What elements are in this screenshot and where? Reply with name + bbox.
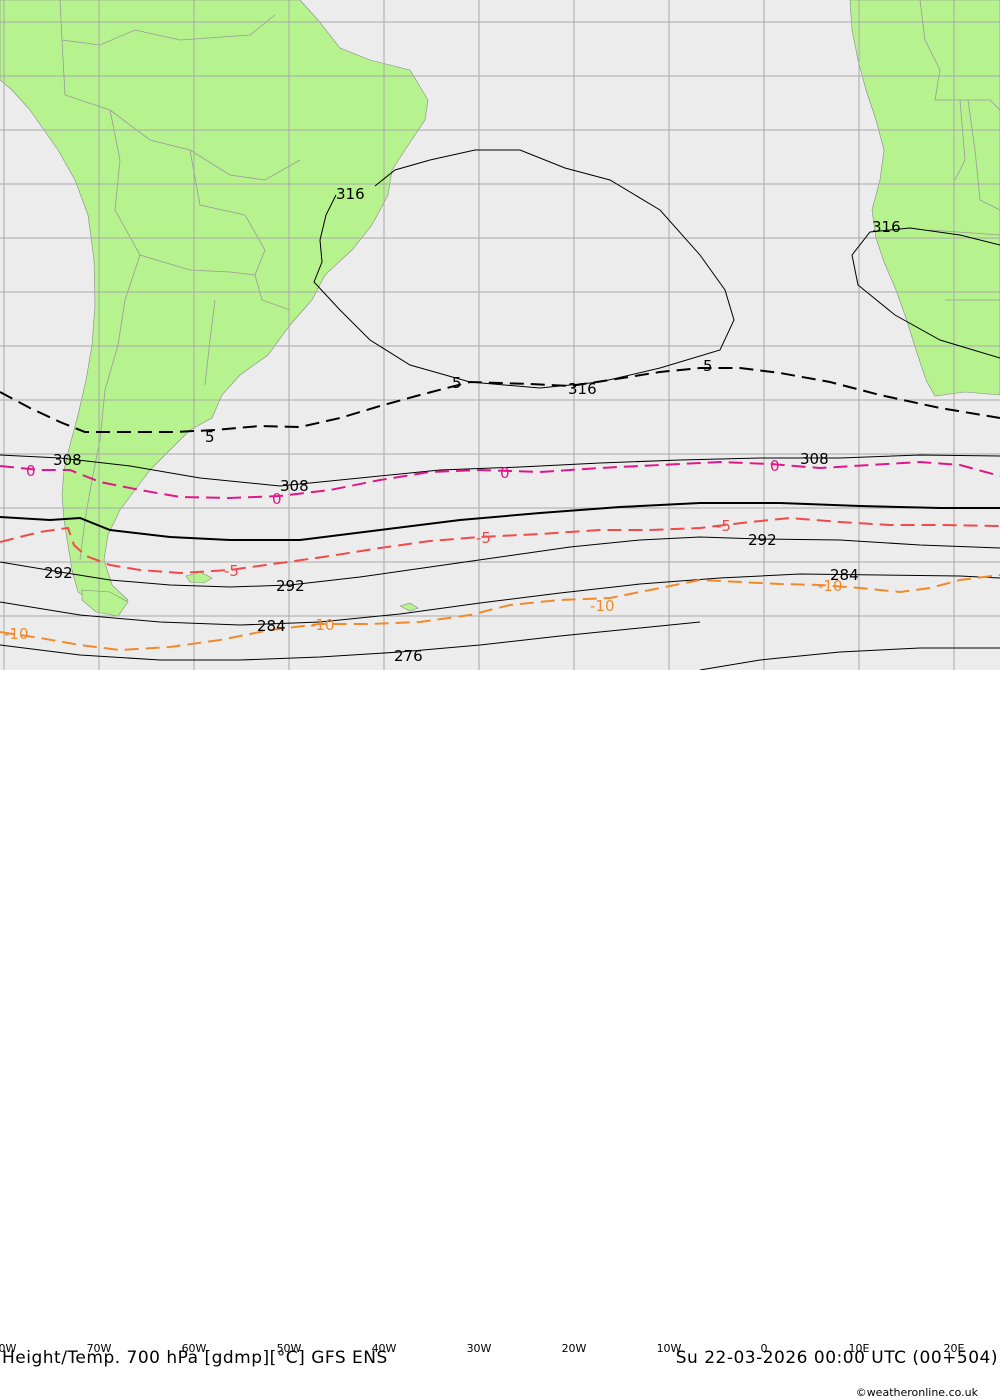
- label-tm10-center: -10: [590, 597, 615, 615]
- footer: 80W 70W 60W 50W 40W 30W 20W 10W 0 10E 20…: [0, 670, 1000, 1399]
- label-284-mid: 284: [257, 617, 286, 635]
- south-georgia: [399, 602, 419, 612]
- label-t0-mid: 0: [272, 490, 282, 508]
- label-t5-mid: 5: [452, 374, 462, 392]
- label-t5-east: 5: [703, 357, 713, 375]
- label-tm5-west: -5: [224, 562, 239, 580]
- label-308-mid: 308: [280, 477, 309, 495]
- label-292-east: 292: [748, 531, 777, 549]
- temperature-labels: 5 5 5 0 0 0 0 -5 -5 -5 -10 -10 -10 -10: [4, 357, 843, 643]
- label-276: 276: [394, 647, 423, 665]
- contour-316-atlantic: [313, 149, 735, 389]
- label-tm5-east: -5: [716, 517, 731, 535]
- lon-label-20w: 20W: [561, 1342, 587, 1355]
- map-title: Height/Temp. 700 hPa [gdmp][°C] GFS ENS: [2, 1348, 388, 1368]
- isotherm-minus10: [0, 574, 1000, 652]
- label-316-brazil: 316: [336, 185, 365, 203]
- contour-308: [0, 454, 1000, 487]
- contour-316-africa: [851, 227, 1000, 359]
- label-308-east: 308: [800, 450, 829, 468]
- run-timestamp: Su 22-03-2026 00:00 UTC (00+504): [675, 1348, 998, 1368]
- height-contours: [0, 149, 1000, 670]
- isotherm-5: [0, 367, 1000, 433]
- country-borders: [59, 0, 1000, 561]
- contour-292: [0, 536, 1000, 588]
- weather-map: 316 316 316 308 308 308 292 292 292 284 …: [0, 0, 1000, 670]
- label-tm10-east: -10: [818, 577, 843, 595]
- lat-lon-grid: [0, 0, 1000, 670]
- label-308-west: 308: [53, 451, 82, 469]
- label-tm10-mid: -10: [310, 616, 335, 634]
- isotherm-minus5: [0, 516, 1000, 575]
- height-labels: 316 316 316 308 308 308 292 292 292 284 …: [44, 185, 901, 665]
- contour-284: [0, 573, 1000, 626]
- credit-link[interactable]: ©weatheronline.co.uk: [855, 1386, 978, 1399]
- africa-landmass: [849, 0, 1000, 397]
- label-292-mid: 292: [276, 577, 305, 595]
- lon-label-30w: 30W: [466, 1342, 492, 1355]
- south-america-landmass: [0, 0, 429, 609]
- label-t0-east: 0: [770, 457, 780, 475]
- label-t0-center: 0: [500, 464, 510, 482]
- label-t5-west: 5: [205, 428, 215, 446]
- label-284-east: 284: [830, 566, 859, 584]
- label-316-africa: 316: [872, 218, 901, 236]
- label-tm5-mid: -5: [476, 529, 491, 547]
- isotherm-0: [0, 460, 1000, 500]
- label-tm10-west: -10: [4, 625, 29, 643]
- label-t0-west: 0: [26, 462, 36, 480]
- contour-276: [0, 621, 701, 661]
- contour-300: [0, 502, 1000, 541]
- contour-268: [699, 647, 1000, 670]
- label-316-atlantic: 316: [568, 380, 597, 398]
- label-292-west: 292: [44, 564, 73, 582]
